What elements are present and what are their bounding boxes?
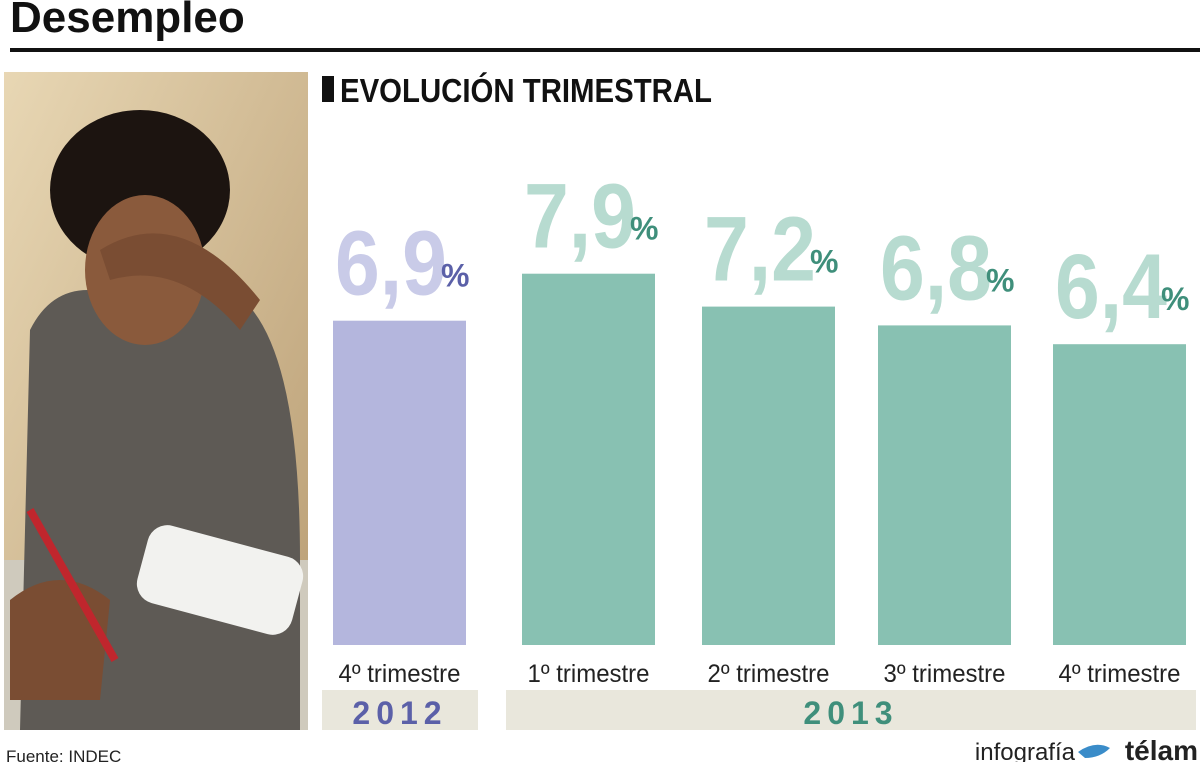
bar [522, 273, 655, 645]
group-label: 2013 [803, 695, 898, 731]
value-label: 7,2 [704, 199, 816, 301]
value-unit: % [986, 262, 1014, 298]
bar [1053, 344, 1186, 645]
x-tick-label: 1º trimestre [528, 660, 650, 688]
value-label: 6,4 [1055, 236, 1167, 338]
group-box [322, 690, 478, 730]
credit: infografía [975, 739, 1076, 762]
bar [333, 320, 466, 645]
group-label: 2012 [352, 695, 447, 731]
value-label: 6,9 [335, 213, 447, 315]
bar [702, 306, 835, 645]
x-tick-label: 2º trimestre [708, 660, 830, 688]
value-label: 6,8 [880, 217, 992, 319]
subtitle-marker [322, 76, 334, 102]
x-tick-label: 4º trimestre [339, 660, 461, 688]
chart-title: Desempleo [10, 0, 245, 42]
x-tick-label: 3º trimestre [884, 660, 1006, 688]
chart-subtitle: EVOLUCIÓN TRIMESTRAL [340, 72, 712, 109]
value-label: 7,9 [524, 166, 636, 268]
value-unit: % [441, 258, 469, 294]
brand: télam [1125, 735, 1198, 762]
value-unit: % [1161, 281, 1189, 317]
brand-logo [1078, 744, 1110, 758]
value-unit: % [630, 211, 658, 247]
x-tick-label: 4º trimestre [1059, 660, 1181, 688]
source: Fuente: INDEC [6, 747, 121, 762]
bar [878, 325, 1011, 645]
title-rule [10, 48, 1200, 52]
photo [4, 72, 308, 730]
group-box [506, 690, 1196, 730]
value-unit: % [810, 244, 838, 280]
